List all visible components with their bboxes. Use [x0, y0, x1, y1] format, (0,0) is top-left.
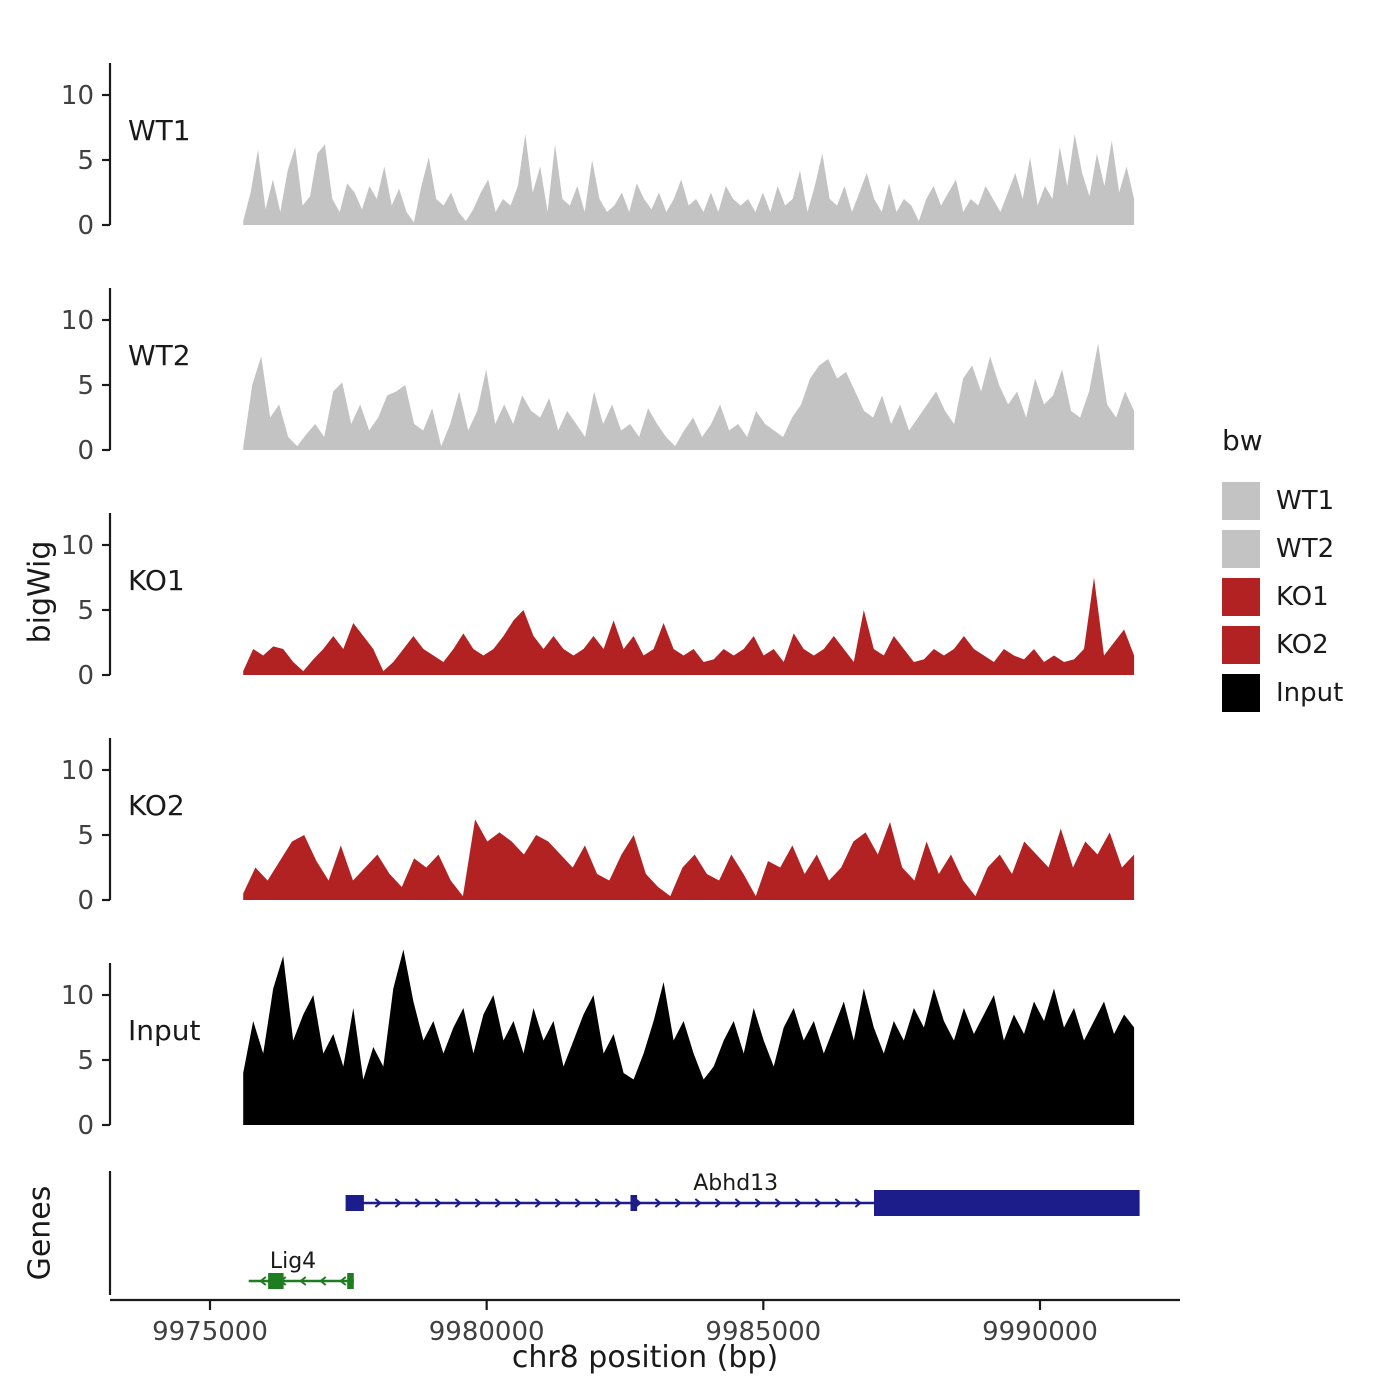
gene-exon-Abhd13	[874, 1190, 1140, 1216]
y-tick-label: 10	[61, 981, 94, 1011]
strand-arrow-icon	[434, 1198, 442, 1208]
gene-exon-Lig4	[347, 1273, 354, 1289]
legend-label-WT1: WT1	[1276, 486, 1335, 516]
genes-plot: Abhd13 Lig4	[108, 1171, 1140, 1295]
track-label-wt1: WT1	[128, 114, 191, 147]
strand-arrow-icon	[554, 1198, 562, 1208]
legend-items: WT1 WT2 KO1 KO2 Input	[1222, 477, 1343, 717]
y-tick-label: 5	[77, 821, 94, 851]
strand-arrow-icon	[714, 1198, 722, 1208]
strand-arrow-icon	[734, 1198, 742, 1208]
strand-arrow-icon	[394, 1198, 402, 1208]
legend-swatch-KO2	[1222, 626, 1260, 664]
legend-label-Input: Input	[1276, 678, 1344, 708]
coverage-area-WT1	[243, 134, 1135, 225]
y-tick-label: 10	[61, 81, 94, 111]
track-plot-ko2: 0 5 10	[61, 738, 1135, 916]
strand-arrow-icon	[814, 1198, 822, 1208]
y-tick-label: 0	[77, 1111, 94, 1141]
coverage-area-KO2	[243, 819, 1135, 900]
strand-arrow-icon	[259, 1276, 267, 1286]
y-tick-label: 5	[77, 596, 94, 626]
strand-arrow-icon	[754, 1198, 762, 1208]
track-plot-wt1: 0 5 10	[61, 63, 1135, 241]
gene-exon-Abhd13	[345, 1195, 364, 1211]
legend-label-KO1: KO1	[1276, 582, 1329, 612]
strand-arrow-icon	[614, 1198, 622, 1208]
gene-label-Abhd13: Abhd13	[693, 1171, 778, 1196]
strand-arrow-icon	[594, 1198, 602, 1208]
strand-arrow-icon	[854, 1198, 862, 1208]
strand-arrow-icon	[514, 1198, 522, 1208]
track-label-input: Input	[128, 1014, 201, 1047]
track-plot-ko1: 0 5 10	[61, 513, 1135, 691]
strand-arrow-icon	[794, 1198, 802, 1208]
strand-arrow-icon	[674, 1198, 682, 1208]
coverage-area-Input	[243, 949, 1135, 1125]
legend-swatch-WT1	[1222, 482, 1260, 520]
gene-exon-Lig4	[268, 1273, 284, 1289]
strand-arrow-icon	[654, 1198, 662, 1208]
legend-title: bw	[1222, 424, 1263, 457]
track-label-ko1: KO1	[128, 564, 185, 597]
x-axis: 9975000 9980000 9985000 9990000	[110, 1298, 1180, 1347]
y-tick-label: 0	[77, 211, 94, 241]
coverage-area-KO1	[243, 577, 1135, 675]
legend-label-WT2: WT2	[1276, 534, 1335, 564]
y-tick-label: 5	[77, 371, 94, 401]
legend: bw WT1 WT2 KO1 KO2 Input	[1222, 424, 1343, 717]
track-panel-ko1: 0 5 10 KO1	[0, 480, 1180, 705]
legend-swatch-Input	[1222, 674, 1260, 712]
strand-arrow-icon	[834, 1198, 842, 1208]
strand-arrow-icon	[694, 1198, 702, 1208]
strand-arrow-icon	[494, 1198, 502, 1208]
y-tick-label: 0	[77, 661, 94, 691]
track-plot-wt2: 0 5 10	[61, 288, 1135, 466]
strand-arrow-icon	[414, 1198, 422, 1208]
strand-arrow-icon	[299, 1276, 307, 1286]
genes-panel: Abhd13 Lig4	[0, 1163, 1180, 1303]
track-panel-wt1: 0 5 10 WT1	[0, 30, 1180, 255]
strand-arrow-icon	[454, 1198, 462, 1208]
y-tick-label: 5	[77, 1046, 94, 1076]
gene-exon-Abhd13	[630, 1195, 638, 1211]
legend-item-WT2: WT2	[1222, 525, 1343, 573]
coverage-area-WT2	[243, 343, 1135, 450]
strand-arrow-icon	[474, 1198, 482, 1208]
legend-item-KO1: KO1	[1222, 573, 1343, 621]
strand-arrow-icon	[319, 1276, 327, 1286]
strand-arrow-icon	[534, 1198, 542, 1208]
legend-item-WT1: WT1	[1222, 477, 1343, 525]
track-label-wt2: WT2	[128, 339, 191, 372]
legend-label-KO2: KO2	[1276, 630, 1329, 660]
strand-arrow-icon	[339, 1276, 347, 1286]
legend-swatch-KO1	[1222, 578, 1260, 616]
strand-arrow-icon	[374, 1198, 382, 1208]
strand-arrow-icon	[774, 1198, 782, 1208]
track-panel-wt2: 0 5 10 WT2	[0, 255, 1180, 480]
track-label-ko2: KO2	[128, 789, 185, 822]
track-plot-input: 0 5 10	[61, 949, 1135, 1141]
track-panel-ko2: 0 5 10 KO2	[0, 705, 1180, 930]
y-tick-label: 10	[61, 756, 94, 786]
y-tick-label: 5	[77, 146, 94, 176]
x-tick-label: 9980000	[429, 1317, 545, 1347]
x-tick-label: 9990000	[982, 1317, 1098, 1347]
y-tick-label: 10	[61, 306, 94, 336]
y-tick-label: 0	[77, 436, 94, 466]
legend-swatch-WT2	[1222, 530, 1260, 568]
track-panel-input: 0 5 10 Input	[0, 930, 1180, 1155]
legend-item-Input: Input	[1222, 669, 1343, 717]
x-tick-label: 9975000	[152, 1317, 268, 1347]
strand-arrow-icon	[574, 1198, 582, 1208]
x-axis-title: chr8 position (bp)	[511, 1340, 779, 1375]
gene-label-Lig4: Lig4	[270, 1249, 316, 1274]
legend-item-KO2: KO2	[1222, 621, 1343, 669]
x-tick-label: 9985000	[705, 1317, 821, 1347]
y-tick-label: 0	[77, 886, 94, 916]
y-tick-label: 10	[61, 531, 94, 561]
